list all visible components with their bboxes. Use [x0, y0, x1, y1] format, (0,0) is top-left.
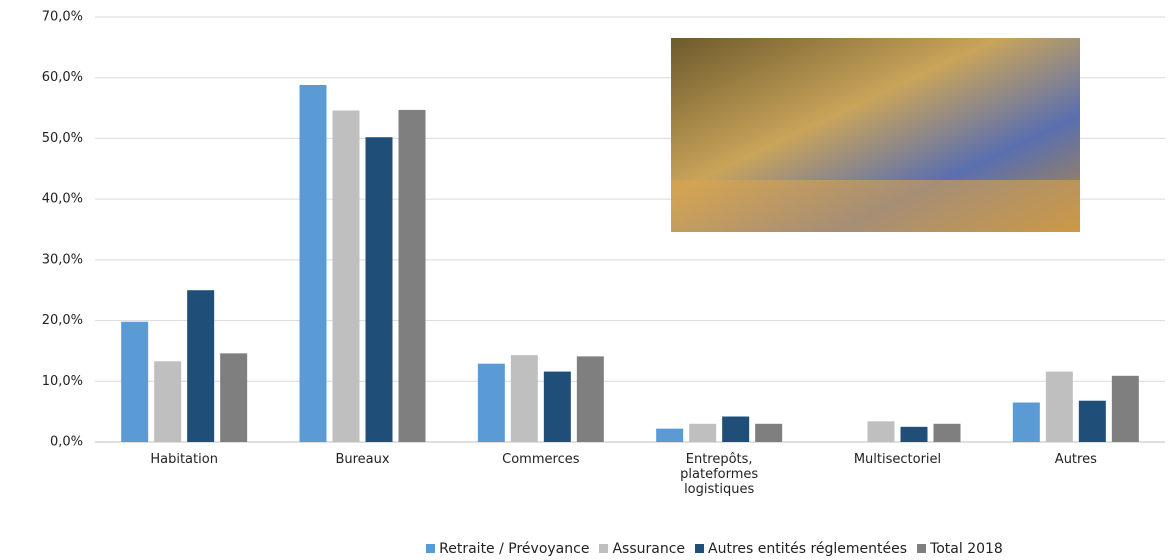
- bar: [187, 290, 215, 442]
- bar: [477, 363, 505, 442]
- y-tick-label: 50,0%: [42, 131, 83, 146]
- legend-item: Total 2018: [917, 541, 1003, 557]
- bar: [900, 426, 928, 442]
- bar: [656, 428, 684, 442]
- bar: [689, 423, 717, 442]
- legend-swatch: [599, 544, 609, 553]
- bar: [154, 361, 182, 442]
- bar: [933, 423, 961, 442]
- bar: [332, 110, 360, 442]
- legend-label: Assurance: [612, 541, 686, 557]
- bar: [365, 137, 393, 442]
- x-tick-label: Entrepôts, plateformes logistiques: [680, 452, 759, 497]
- bar: [576, 356, 604, 442]
- y-tick-label: 20,0%: [42, 313, 83, 328]
- legend: Retraite / Prévoyance Assurance Autres ent…: [0, 541, 1169, 557]
- legend-label: Autres entités réglementées: [708, 541, 908, 557]
- y-tick-label: 40,0%: [42, 192, 83, 207]
- y-tick-label: 70,0%: [42, 10, 83, 25]
- bar: [510, 355, 538, 442]
- legend-item: Retraite / Prévoyance: [426, 541, 589, 557]
- bar: [1078, 400, 1106, 442]
- legend-label: Total 2018: [930, 541, 1003, 557]
- y-tick-label: 60,0%: [42, 70, 83, 85]
- bar: [121, 321, 149, 442]
- bar: [299, 85, 327, 442]
- legend-swatch: [695, 544, 705, 553]
- y-tick-label: 30,0%: [42, 252, 83, 267]
- x-tick-label: Multisectoriel: [853, 452, 942, 467]
- bar: [398, 109, 426, 443]
- legend-label: Retraite / Prévoyance: [439, 541, 590, 557]
- y-tick-label: 0,0%: [50, 435, 83, 450]
- legend-swatch: [426, 544, 436, 553]
- y-tick-label: 10,0%: [42, 374, 83, 389]
- bar: [1012, 402, 1040, 442]
- x-tick-label: Commerces: [502, 452, 580, 467]
- legend-item: Autres entités réglementées: [695, 541, 907, 557]
- bar: [543, 371, 571, 442]
- bar: [867, 421, 895, 442]
- bar: [1045, 371, 1073, 442]
- legend-swatch: [917, 544, 927, 553]
- x-tick-label: Habitation: [150, 452, 218, 467]
- bar: [755, 423, 783, 442]
- photo-street: [671, 180, 1080, 232]
- bar: [220, 353, 248, 442]
- bar: [722, 416, 750, 442]
- legend-item: Assurance: [599, 541, 685, 557]
- x-tick-label: Bureaux: [335, 452, 390, 467]
- bar: [1111, 375, 1139, 442]
- x-tick-label: Autres: [1054, 452, 1097, 467]
